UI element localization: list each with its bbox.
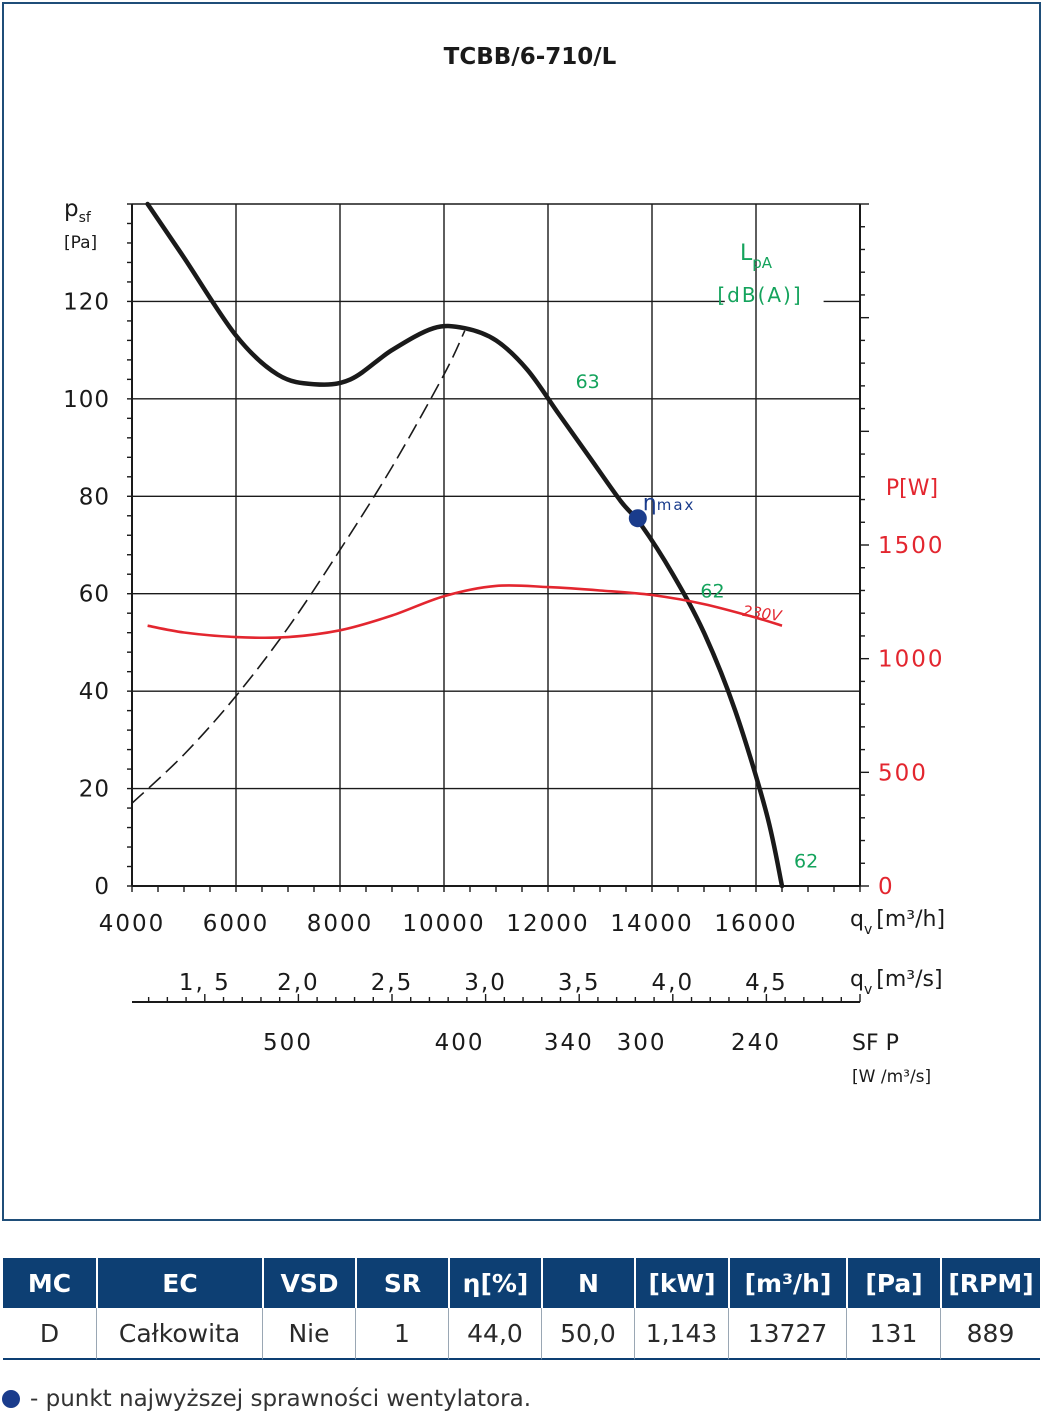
lpa-value-label: 63	[576, 371, 600, 393]
table-cell: 131	[846, 1308, 940, 1360]
footnote: - punkt najwyższej sprawności wentylator…	[2, 1386, 531, 1412]
system-curve	[131, 330, 466, 804]
table-cell: Nie	[262, 1308, 355, 1360]
x-tick-label: 6000	[203, 911, 270, 937]
curves	[131, 201, 785, 889]
y-tick-label: 40	[79, 679, 110, 705]
eta-max-point	[628, 509, 647, 528]
x2-tick-label: 3,5	[558, 970, 601, 996]
x2-axis-label-main: q	[850, 967, 864, 992]
pressure-curve	[145, 201, 785, 889]
x2-axis-unit: [m³/s]	[876, 967, 942, 992]
table-cell: D	[3, 1308, 96, 1360]
table-header-cell: [Pa]	[846, 1258, 940, 1308]
table-cell: 13727	[728, 1308, 846, 1360]
x-tick-label: 10000	[402, 911, 485, 937]
power-tick-label: 0	[878, 874, 895, 900]
power-curve-230v	[147, 584, 783, 640]
table-header-cell: SR	[355, 1258, 448, 1308]
table-header-cell: VSD	[262, 1258, 355, 1308]
eta-point-legend-icon	[2, 1390, 20, 1408]
table-header-cell: [RPM]	[940, 1258, 1040, 1308]
sfp-axis-label: SF P	[852, 1031, 899, 1056]
x-tick-label: 14000	[610, 911, 693, 937]
power-axis-label: P[W]	[886, 476, 938, 501]
lpa-value-label: 62	[794, 851, 818, 873]
sfp-tick-label: 340	[544, 1030, 594, 1056]
y-axis-label-sub: sf	[79, 210, 92, 226]
x2-tick-label: 4,0	[652, 970, 695, 996]
table-cell: Całkowita	[96, 1308, 262, 1360]
power-tick-label: 1000	[878, 647, 945, 673]
x-tick-label: 4000	[99, 911, 166, 937]
x-tick-label: 12000	[506, 911, 589, 937]
x2-axis-label-sub: v	[864, 982, 872, 998]
power-curve-label: 230V	[741, 602, 784, 625]
x-axis-unit: [m³/h]	[876, 907, 945, 932]
sfp-axis-unit: [W /m³/s]	[852, 1067, 931, 1087]
x-tick-label: 8000	[307, 911, 374, 937]
y-tick-label: 120	[63, 289, 110, 315]
x2-tick-label: 2,5	[371, 970, 414, 996]
lpa-label: LpA	[740, 241, 773, 272]
eta-max-label-main: η	[643, 491, 657, 516]
table-header-cell: [kW]	[634, 1258, 728, 1308]
sfp-tick-label: 500	[263, 1030, 313, 1056]
x2-tick-label: 4,5	[745, 970, 788, 996]
y-axis-unit: [Pa]	[64, 233, 97, 253]
x-axis-label-sub: v	[864, 922, 872, 938]
y-tick-label: 80	[79, 484, 110, 510]
lpa-value-label: 62	[700, 580, 724, 602]
table-cell: 889	[940, 1308, 1040, 1360]
grid	[132, 204, 861, 886]
table-header-cell: [m³/h]	[728, 1258, 846, 1308]
x2-axis-label: qv [m³/s]	[850, 967, 943, 998]
y-tick-label: 100	[63, 387, 110, 413]
chart-title: TCBB/6-710/L	[444, 44, 617, 70]
table-cell: 50,0	[541, 1308, 634, 1360]
table-header-cell: MC	[3, 1258, 96, 1308]
eta-max-label-sub: max	[657, 496, 696, 514]
lpa-label-sub: pA	[752, 254, 773, 272]
axes	[127, 203, 869, 1003]
table-header-row: MC EC VSD SR η[%] N [kW] [m³/h] [Pa] [RP…	[3, 1258, 1040, 1308]
sfp-tick-label: 400	[435, 1030, 485, 1056]
y-tick-label: 20	[79, 777, 110, 803]
sfp-tick-label: 300	[617, 1030, 667, 1056]
chart-frame	[2, 2, 1041, 1221]
footnote-text: - punkt najwyższej sprawności wentylator…	[30, 1386, 532, 1412]
x-axis-label: qv [m³/h]	[850, 907, 945, 938]
x-axis-label-main: q	[850, 907, 864, 932]
lpa-label-main: L	[740, 241, 753, 266]
table-header-cell: N	[541, 1258, 634, 1308]
power-tick-label: 1500	[878, 533, 945, 559]
sfp-tick-label: 240	[731, 1030, 781, 1056]
table-cell: 44,0	[448, 1308, 541, 1360]
lpa-unit: [dB(A)]	[717, 283, 802, 307]
x2-tick-label: 2,0	[277, 970, 320, 996]
table-header-cell: η[%]	[448, 1258, 541, 1308]
table-header-cell: EC	[96, 1258, 262, 1308]
eta-max-label: ηmax	[643, 491, 696, 516]
fan-performance-chart: TCBB/6-710/L psf [Pa] LpA [dB(A)] P[W] 0…	[63, 44, 945, 1087]
y-axis-label-main: p	[64, 196, 79, 222]
y-tick-label: 60	[79, 582, 110, 608]
x2-tick-label: 1, 5	[179, 970, 231, 996]
table-cell: 1	[355, 1308, 448, 1360]
power-tick-label: 500	[878, 760, 928, 786]
table-cell: 1,143	[634, 1308, 728, 1360]
y-axis-label: psf	[64, 196, 92, 226]
y-tick-label: 0	[94, 874, 110, 900]
x-tick-label: 16000	[714, 911, 797, 937]
x2-tick-label: 3,0	[464, 970, 507, 996]
table-row: D Całkowita Nie 1 44,0 50,0 1,143 13727 …	[3, 1308, 1040, 1360]
tick-labels: 0 20 40 60 80 100 120 0 500 1000 1500 4000 6000 8000 1…	[63, 289, 945, 1056]
spec-table: MC EC VSD SR η[%] N [kW] [m³/h] [Pa] [RP…	[3, 1258, 1040, 1360]
